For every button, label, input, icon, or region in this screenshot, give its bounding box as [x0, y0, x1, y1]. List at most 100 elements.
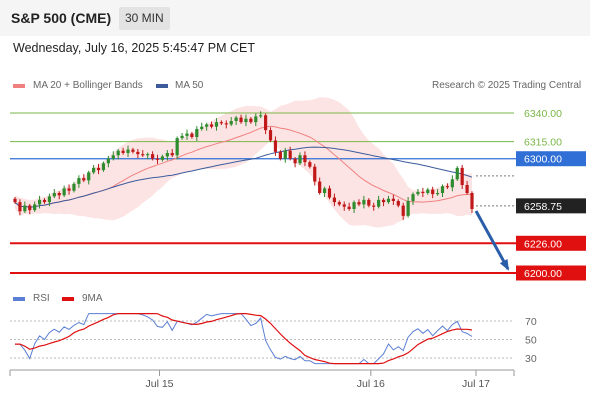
candle-body	[268, 130, 273, 141]
ma50-line	[14, 146, 473, 208]
candle-body	[377, 199, 381, 207]
candle-body	[322, 188, 327, 193]
price-label-box	[516, 198, 586, 214]
candle-body	[175, 138, 179, 156]
candle-body	[411, 194, 415, 201]
candle-body	[455, 167, 459, 180]
price-label-text: 6315.00	[524, 137, 562, 149]
rsi-panel: 70 50 30	[10, 313, 537, 365]
candle-body	[195, 129, 199, 137]
candle-body	[150, 154, 155, 159]
candle-body	[293, 158, 297, 164]
candle-body	[96, 167, 101, 171]
candle-body	[111, 155, 115, 159]
candle-body	[224, 123, 228, 125]
candle-body	[57, 193, 61, 196]
candle-body	[131, 149, 135, 152]
price-level-labels: 6340.00 6315.00 6300.00 6258.75 6226.00 6200.…	[516, 108, 586, 281]
price-label-text: 6258.75	[524, 201, 562, 213]
time-axis-label: Jul 16	[357, 378, 385, 390]
candle-body	[445, 186, 450, 188]
candle-body	[126, 149, 130, 153]
moving-average-lines	[14, 125, 473, 208]
candle-body	[318, 181, 322, 193]
candlestick-series	[13, 111, 474, 220]
price-label-box	[516, 265, 586, 281]
candle-body	[116, 150, 120, 156]
candle-body	[121, 150, 125, 153]
candle-body	[342, 204, 346, 207]
forecast-arrow-shaft	[474, 210, 510, 270]
candle-body	[72, 183, 76, 191]
candle-body	[234, 117, 238, 121]
candle-body	[431, 189, 435, 195]
candle-body	[406, 201, 410, 216]
price-label-text: 6200.00	[524, 268, 562, 280]
candle-body	[77, 178, 81, 184]
time-axis-label: Jul 15	[145, 378, 173, 390]
rsi-line	[15, 313, 473, 365]
candle-body	[352, 202, 356, 209]
price-level-lines	[10, 112, 586, 274]
candle-body	[470, 193, 474, 209]
candle-body	[426, 189, 430, 193]
interval-button[interactable]: 30 MIN	[119, 7, 170, 30]
candle-body	[436, 193, 440, 195]
candle-body	[170, 153, 174, 156]
candle-body	[37, 199, 42, 205]
candle-body	[347, 206, 351, 209]
candle-body	[200, 126, 204, 129]
rsi-ma-line	[15, 313, 473, 365]
candle-body	[249, 118, 253, 123]
rsi-swatch	[13, 297, 25, 301]
price-label-text: 6340.00	[524, 108, 562, 120]
price-label-support: 6200.00	[516, 265, 586, 281]
candle-body	[160, 156, 165, 160]
candle-body	[278, 151, 282, 159]
candle-body	[401, 205, 405, 216]
price-label-text: 6226.00	[524, 238, 562, 250]
candle-body	[465, 185, 469, 193]
candle-body	[239, 117, 243, 123]
candle-body	[298, 155, 302, 164]
candle-body	[209, 124, 214, 127]
candle-body	[283, 150, 287, 159]
candle-body	[62, 188, 66, 196]
candle-body	[332, 197, 337, 203]
price-label-text: 6300.00	[524, 154, 562, 166]
candle-body	[67, 188, 71, 191]
candle-body	[396, 201, 400, 206]
candle-body	[303, 155, 307, 163]
candle-body	[180, 135, 184, 139]
candle-body	[460, 167, 464, 185]
candle-body	[87, 172, 91, 181]
rsi-legend-label: RSI	[33, 293, 50, 304]
candle-body	[386, 198, 391, 203]
candle-body	[254, 116, 258, 123]
ma20-swatch	[13, 84, 25, 88]
ma50-swatch	[156, 84, 168, 88]
bollinger-band-fill	[15, 97, 472, 228]
time-axis-label: Jul 17	[462, 378, 490, 390]
candle-body	[205, 124, 209, 127]
candle-body	[416, 191, 420, 195]
candle-body	[42, 199, 47, 203]
candle-body	[92, 167, 96, 173]
candle-body	[421, 191, 425, 193]
candle-body	[33, 204, 37, 211]
price-label-box	[516, 151, 586, 167]
candle-body	[101, 163, 106, 171]
candle-body	[440, 186, 445, 193]
price-label-last: 6258.75	[516, 198, 586, 214]
candle-body	[155, 158, 160, 160]
candle-body	[450, 179, 454, 188]
price-label-resistance: 6315.00	[524, 137, 562, 149]
candle-body	[357, 202, 361, 205]
price-label-box	[516, 235, 586, 251]
rsi-level-label: 70	[525, 316, 537, 328]
candle-body	[259, 115, 263, 117]
candle-body	[106, 158, 110, 164]
candle-body	[229, 121, 233, 125]
symbol-title: S&P 500 (CME)	[11, 10, 112, 26]
